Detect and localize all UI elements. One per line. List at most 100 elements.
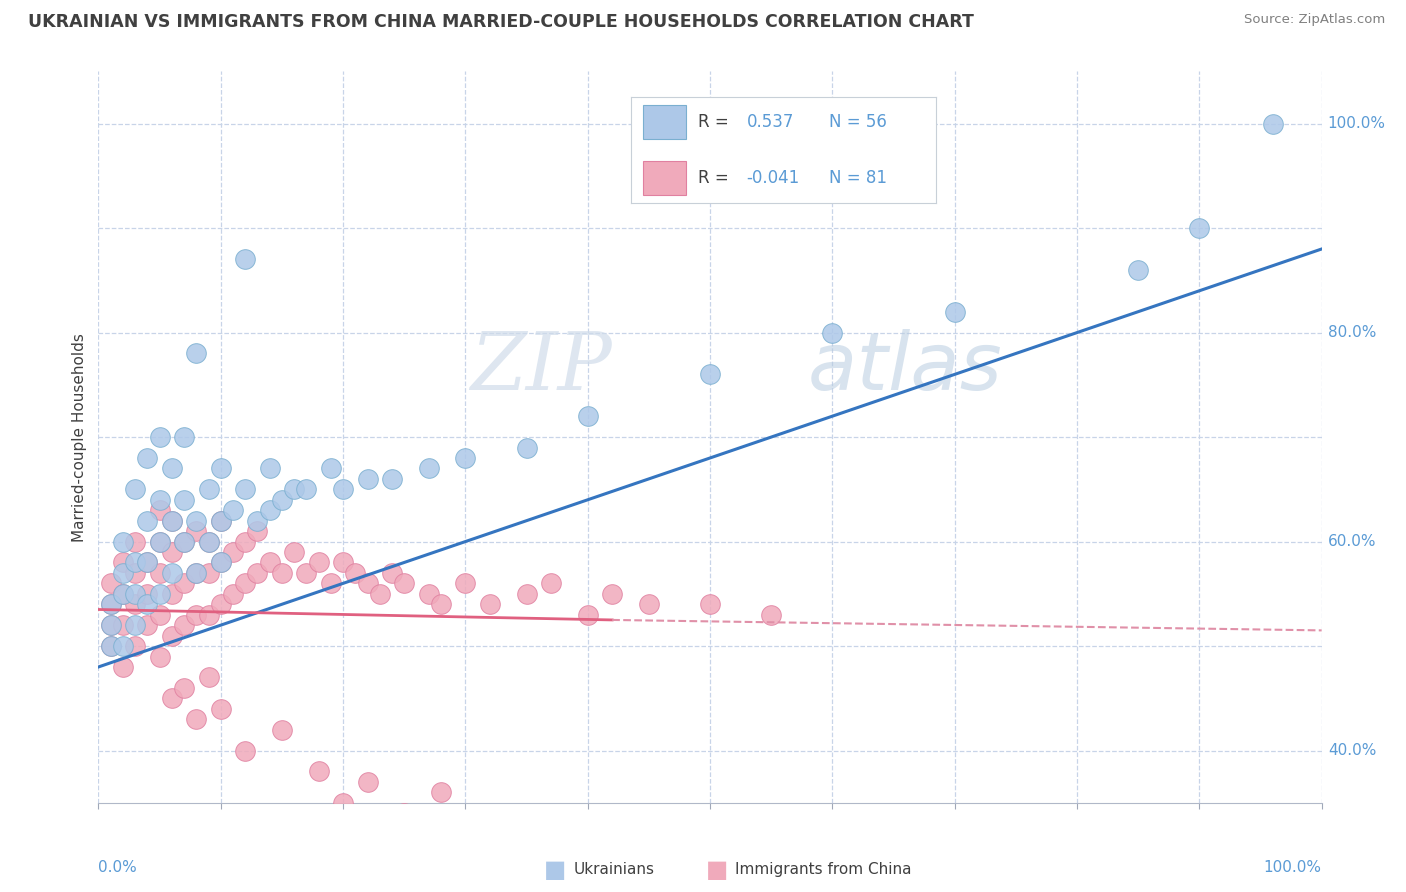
Point [454, 450, 477, 465]
Point [430, 785, 453, 799]
Point [233, 576, 256, 591]
Point [186, 712, 208, 726]
Point [100, 618, 122, 632]
Point [233, 483, 256, 497]
Point [173, 534, 195, 549]
Point [600, 587, 623, 601]
Point [454, 816, 477, 830]
Point [149, 534, 172, 549]
Y-axis label: Married-couple Households: Married-couple Households [72, 333, 87, 541]
Point [149, 566, 172, 580]
Text: 40.0%: 40.0% [1327, 743, 1376, 758]
Point [160, 691, 183, 706]
Point [149, 534, 172, 549]
Point [233, 252, 256, 267]
Point [761, 607, 783, 622]
Point [246, 514, 269, 528]
Point [699, 368, 721, 382]
Point [124, 587, 146, 601]
Point [209, 597, 232, 611]
FancyBboxPatch shape [643, 161, 686, 194]
Point [270, 566, 294, 580]
Point [418, 461, 440, 475]
Point [111, 556, 134, 570]
Text: UKRAINIAN VS IMMIGRANTS FROM CHINA MARRIED-COUPLE HOUSEHOLDS CORRELATION CHART: UKRAINIAN VS IMMIGRANTS FROM CHINA MARRI… [28, 13, 974, 31]
Point [319, 576, 342, 591]
Point [100, 639, 122, 653]
Point [295, 566, 318, 580]
Point [1261, 117, 1284, 131]
Point [100, 576, 122, 591]
Point [430, 597, 453, 611]
Point [160, 587, 183, 601]
Point [637, 597, 661, 611]
Point [111, 534, 134, 549]
Point [186, 566, 208, 580]
Text: 100.0%: 100.0% [1264, 860, 1322, 875]
Point [173, 492, 195, 507]
Point [173, 430, 195, 444]
Point [270, 723, 294, 737]
Point [259, 556, 281, 570]
Point [111, 587, 134, 601]
Point [332, 796, 354, 810]
Point [160, 461, 183, 475]
Point [270, 492, 294, 507]
Point [576, 607, 599, 622]
Point [197, 607, 219, 622]
Point [149, 649, 172, 664]
Point [233, 534, 256, 549]
Point [111, 566, 134, 580]
Point [295, 483, 318, 497]
Point [515, 441, 537, 455]
Point [283, 545, 305, 559]
Text: N = 56: N = 56 [830, 113, 887, 131]
Point [246, 524, 269, 538]
Point [515, 587, 537, 601]
Point [136, 514, 159, 528]
Point [209, 556, 232, 570]
Point [111, 660, 134, 674]
Point [392, 806, 416, 821]
Point [186, 607, 208, 622]
Text: Source: ZipAtlas.com: Source: ZipAtlas.com [1244, 13, 1385, 27]
Point [478, 597, 501, 611]
FancyBboxPatch shape [643, 105, 686, 139]
Point [540, 576, 562, 591]
Text: Immigrants from China: Immigrants from China [735, 863, 912, 877]
Point [124, 639, 146, 653]
Text: Ukrainians: Ukrainians [574, 863, 655, 877]
Point [259, 461, 281, 475]
Point [943, 304, 966, 318]
Point [136, 587, 159, 601]
Point [381, 472, 404, 486]
Point [600, 838, 623, 852]
Point [576, 409, 599, 424]
Point [209, 556, 232, 570]
Text: 80.0%: 80.0% [1327, 325, 1376, 340]
Point [233, 743, 256, 757]
Point [209, 461, 232, 475]
Point [124, 566, 146, 580]
Point [209, 514, 232, 528]
Point [283, 483, 305, 497]
Point [149, 607, 172, 622]
Point [149, 503, 172, 517]
Point [124, 534, 146, 549]
Point [186, 346, 208, 360]
Point [173, 618, 195, 632]
Point [111, 618, 134, 632]
Point [1128, 263, 1150, 277]
Point [454, 576, 477, 591]
Text: R =: R = [697, 169, 734, 186]
Text: R =: R = [697, 113, 734, 131]
Point [209, 514, 232, 528]
Point [222, 545, 245, 559]
Point [259, 503, 281, 517]
Point [136, 450, 159, 465]
Point [246, 566, 269, 580]
Point [356, 472, 378, 486]
Point [124, 618, 146, 632]
Point [149, 587, 172, 601]
Text: ■: ■ [544, 858, 567, 881]
